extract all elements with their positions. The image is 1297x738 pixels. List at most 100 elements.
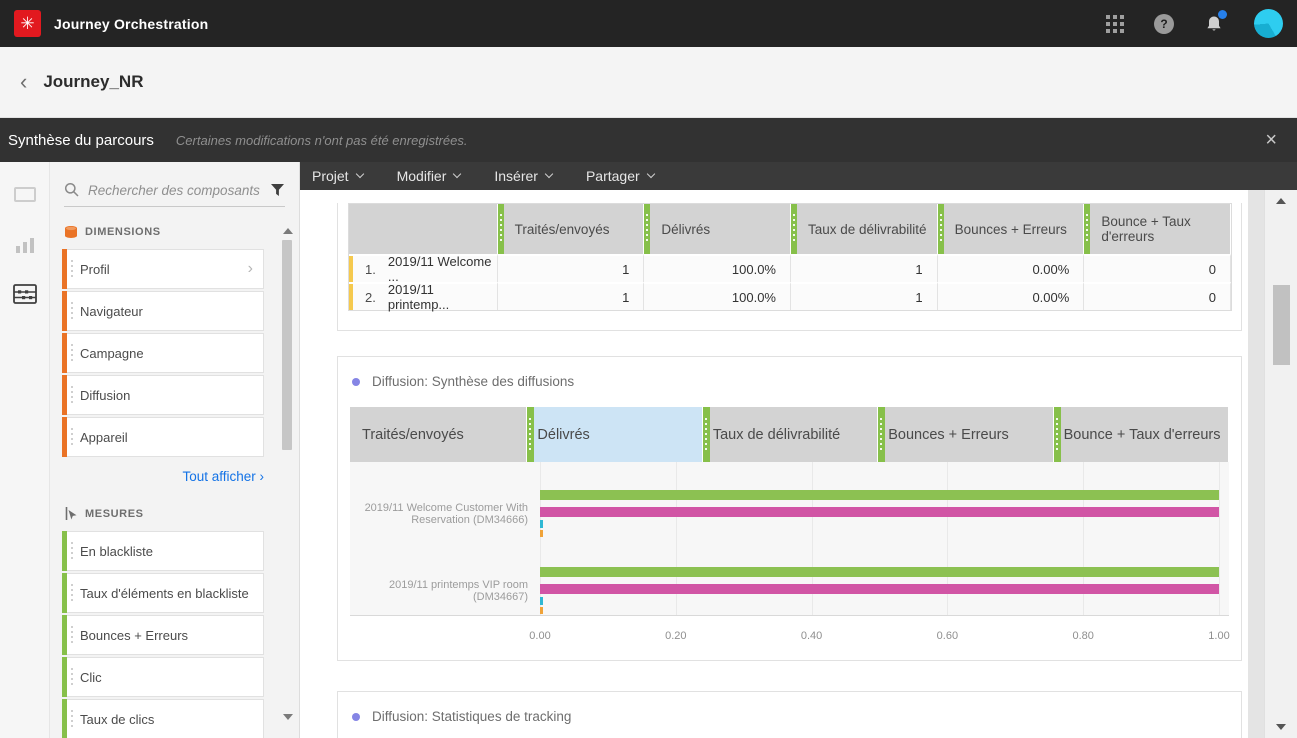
page-scrollbar-thumb[interactable] [1273, 285, 1290, 365]
dimension-item-diffusion[interactable]: Diffusion [62, 375, 264, 415]
mesure-item-taux-elements-blackliste[interactable]: Taux d'éléments en blackliste [62, 573, 264, 613]
bar-bounces-erreurs[interactable] [540, 520, 543, 528]
axis-tick: 1.00 [1208, 630, 1230, 642]
avatar[interactable] [1254, 9, 1283, 38]
bar-bounces-erreurs[interactable] [540, 597, 543, 605]
notification-badge [1218, 9, 1227, 19]
app-title: Journey Orchestration [54, 15, 209, 32]
axis-tick: 0.40 [800, 630, 823, 642]
chart-plot-area [540, 462, 1220, 616]
mesures-section-header: MESURES [64, 506, 285, 521]
sidebar-scrollbar-thumb[interactable] [282, 240, 292, 450]
bar-chart: 2019/11 Welcome Customer With Reservatio… [350, 462, 1229, 616]
table-row[interactable]: 2. 2019/11 printemp... 1 100.0% 1 0.00% 0 [349, 282, 1231, 312]
notifications-bell-icon[interactable] [1204, 9, 1227, 34]
help-icon[interactable]: ? [1154, 13, 1174, 34]
back-chevron-icon[interactable]: ‹ [20, 69, 28, 94]
report-canvas: Traités/envoyés Délivrés Taux de délivra… [300, 190, 1248, 738]
bar-traites-envoyes[interactable] [540, 567, 1219, 577]
mesure-item-bounces-erreurs[interactable]: Bounces + Erreurs [62, 615, 264, 655]
category-label: 2019/11 printemps VIP room (DM34667) [388, 578, 528, 603]
metric-header[interactable]: Bounces + Erreurs [878, 407, 1054, 462]
dimension-item-profil[interactable]: Profil › [62, 249, 264, 289]
sidebar-scrollbar[interactable] [282, 228, 293, 458]
metric-header[interactable]: Bounce + Taux d'erreurs [1053, 407, 1230, 462]
top-nav: ✳ Journey Orchestration ? [0, 0, 1297, 47]
panels-icon[interactable] [13, 184, 37, 204]
workspace-title: Synthèse du parcours [8, 131, 154, 149]
panel-bullet-icon [352, 712, 360, 721]
metric-header[interactable]: Taux de délivrabilité [702, 407, 879, 462]
dimensions-icon [65, 226, 77, 238]
chevron-down-icon [646, 169, 655, 179]
menu-modifier[interactable]: Modifier [397, 168, 462, 184]
dimension-item-appareil[interactable]: Appareil [62, 417, 264, 457]
bar-delivres[interactable] [540, 584, 1219, 594]
mesures-icon [65, 507, 77, 520]
components-icon[interactable] [12, 284, 37, 304]
scroll-down-arrow-icon[interactable] [1276, 724, 1286, 730]
filter-funnel-icon[interactable] [270, 183, 285, 197]
search-input[interactable] [88, 182, 270, 198]
search-icon [64, 182, 79, 197]
dimensions-list: Profil › Navigateur Campagne Diffusion Ap… [62, 249, 264, 457]
left-rail [0, 162, 50, 738]
panel-title: Diffusion: Synthèse des diffusions [350, 357, 1229, 389]
bar-group [540, 539, 1219, 616]
adobe-journey-logo-icon[interactable]: ✳ [14, 10, 41, 37]
visualizations-icon[interactable] [13, 234, 37, 254]
scroll-up-arrow-icon[interactable] [1276, 198, 1286, 204]
axis-tick: 0.00 [529, 630, 551, 642]
bar-traites-envoyes[interactable] [540, 490, 1219, 500]
metric-header-selected[interactable]: Délivrés [527, 407, 703, 462]
canvas-scrollbar-track[interactable] [1248, 190, 1264, 738]
chevron-down-icon [544, 169, 554, 179]
menu-projet[interactable]: Projet [312, 168, 364, 184]
chevron-right-icon[interactable]: › [247, 260, 253, 277]
tracking-stats-panel: Diffusion: Statistiques de tracking [337, 691, 1242, 738]
components-sidebar: DIMENSIONS Profil› Navigateur Campagne D… [50, 162, 300, 738]
dimensions-section-header: DIMENSIONS [64, 225, 285, 239]
bar-bounce-taux-erreurs[interactable] [540, 530, 543, 537]
chart-metric-headers: Traités/envoyés Délivrés Taux de délivra… [350, 407, 1230, 462]
mesure-item-clic[interactable]: Clic [62, 657, 264, 697]
scroll-down-arrow-icon[interactable] [283, 714, 293, 720]
mesure-item-en-blackliste[interactable]: En blackliste [62, 531, 264, 571]
project-menubar: Projet Modifier Insérer Partager [300, 162, 1297, 190]
page-scrollbar[interactable] [1264, 190, 1297, 738]
dimension-item-campagne[interactable]: Campagne [62, 333, 264, 373]
show-all-link[interactable]: Tout afficher › [182, 469, 264, 484]
table-row[interactable]: 1. 2019/11 Welcome ... 1 100.0% 1 0.00% 0 [349, 254, 1231, 284]
scroll-up-arrow-icon[interactable] [282, 228, 293, 234]
column-header[interactable]: Traités/envoyés [497, 204, 645, 254]
column-header[interactable]: Bounces + Erreurs [937, 204, 1085, 254]
chevron-down-icon [453, 169, 462, 179]
summary-table-header-row: Traités/envoyés Délivrés Taux de délivra… [349, 204, 1232, 254]
page-title: Journey_NR [43, 72, 144, 91]
bar-bounce-taux-erreurs[interactable] [540, 607, 543, 614]
diffusion-synthesis-panel: Diffusion: Synthèse des diffusions Trait… [337, 356, 1242, 661]
close-icon[interactable]: × [1265, 129, 1277, 151]
unsaved-changes-message: Certaines modifications n'ont pas été en… [175, 132, 468, 148]
chevron-down-icon [355, 169, 364, 179]
metric-header[interactable]: Traités/envoyés [350, 407, 528, 462]
panel-bullet-icon [352, 377, 360, 386]
column-header[interactable]: Taux de délivrabilité [791, 204, 938, 254]
bar-delivres[interactable] [540, 507, 1219, 517]
bar-group [540, 462, 1219, 539]
menu-partager[interactable]: Partager [586, 168, 655, 184]
summary-table: Traités/envoyés Délivrés Taux de délivra… [348, 203, 1232, 312]
mesure-item-taux-de-clics[interactable]: Taux de clics [62, 699, 264, 738]
axis-tick: 0.20 [665, 630, 687, 642]
category-label: 2019/11 Welcome Customer With Reservatio… [364, 501, 528, 526]
column-header[interactable]: Bounce + Taux d'erreurs [1084, 204, 1232, 254]
chart-category-labels: 2019/11 Welcome Customer With Reservatio… [350, 462, 540, 615]
app-switcher-icon[interactable] [1106, 14, 1124, 33]
mesures-list: En blackliste Taux d'éléments en blackli… [62, 531, 264, 738]
component-search [64, 182, 285, 207]
context-bar: Synthèse du parcours Certaines modificat… [0, 118, 1297, 162]
column-header[interactable]: Délivrés [644, 204, 791, 254]
menu-inserer[interactable]: Insérer [494, 168, 554, 184]
row-label-column-header[interactable] [349, 204, 498, 254]
dimension-item-navigateur[interactable]: Navigateur [62, 291, 264, 331]
